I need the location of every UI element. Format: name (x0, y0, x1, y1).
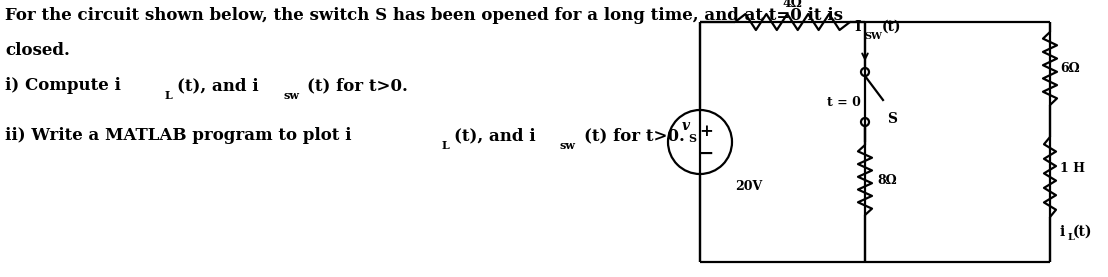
Text: i) Compute i: i) Compute i (6, 77, 121, 94)
Text: i: i (1060, 225, 1065, 239)
Text: +: + (699, 124, 712, 140)
Text: L: L (442, 140, 450, 151)
Text: SW: SW (864, 32, 882, 41)
Text: (t): (t) (1073, 225, 1092, 239)
Text: (t): (t) (882, 20, 902, 34)
Text: S: S (688, 132, 696, 143)
Text: 20V: 20V (735, 180, 762, 193)
Text: L: L (1068, 233, 1075, 242)
Text: sw: sw (560, 140, 576, 151)
Text: ii) Write a MATLAB program to plot i: ii) Write a MATLAB program to plot i (6, 127, 351, 144)
Text: closed.: closed. (6, 42, 70, 59)
Text: 8Ω: 8Ω (878, 173, 896, 186)
Text: (t), and i: (t), and i (177, 77, 258, 94)
Text: L: L (165, 90, 173, 101)
Text: 6Ω: 6Ω (1060, 62, 1080, 75)
Text: 1 H: 1 H (1060, 163, 1085, 176)
Text: (t) for t>0.: (t) for t>0. (584, 127, 685, 144)
Text: S: S (888, 112, 897, 126)
Text: For the circuit shown below, the switch S has been opened for a long time, and a: For the circuit shown below, the switch … (6, 7, 843, 24)
Text: sw: sw (284, 90, 300, 101)
Text: t = 0: t = 0 (827, 96, 861, 109)
Text: (t), and i: (t), and i (454, 127, 535, 144)
Text: (t) for t>0.: (t) for t>0. (307, 77, 408, 94)
Text: v: v (681, 119, 690, 133)
Text: 4Ω: 4Ω (782, 0, 802, 10)
Text: I: I (854, 20, 861, 34)
Text: −: − (698, 145, 715, 163)
